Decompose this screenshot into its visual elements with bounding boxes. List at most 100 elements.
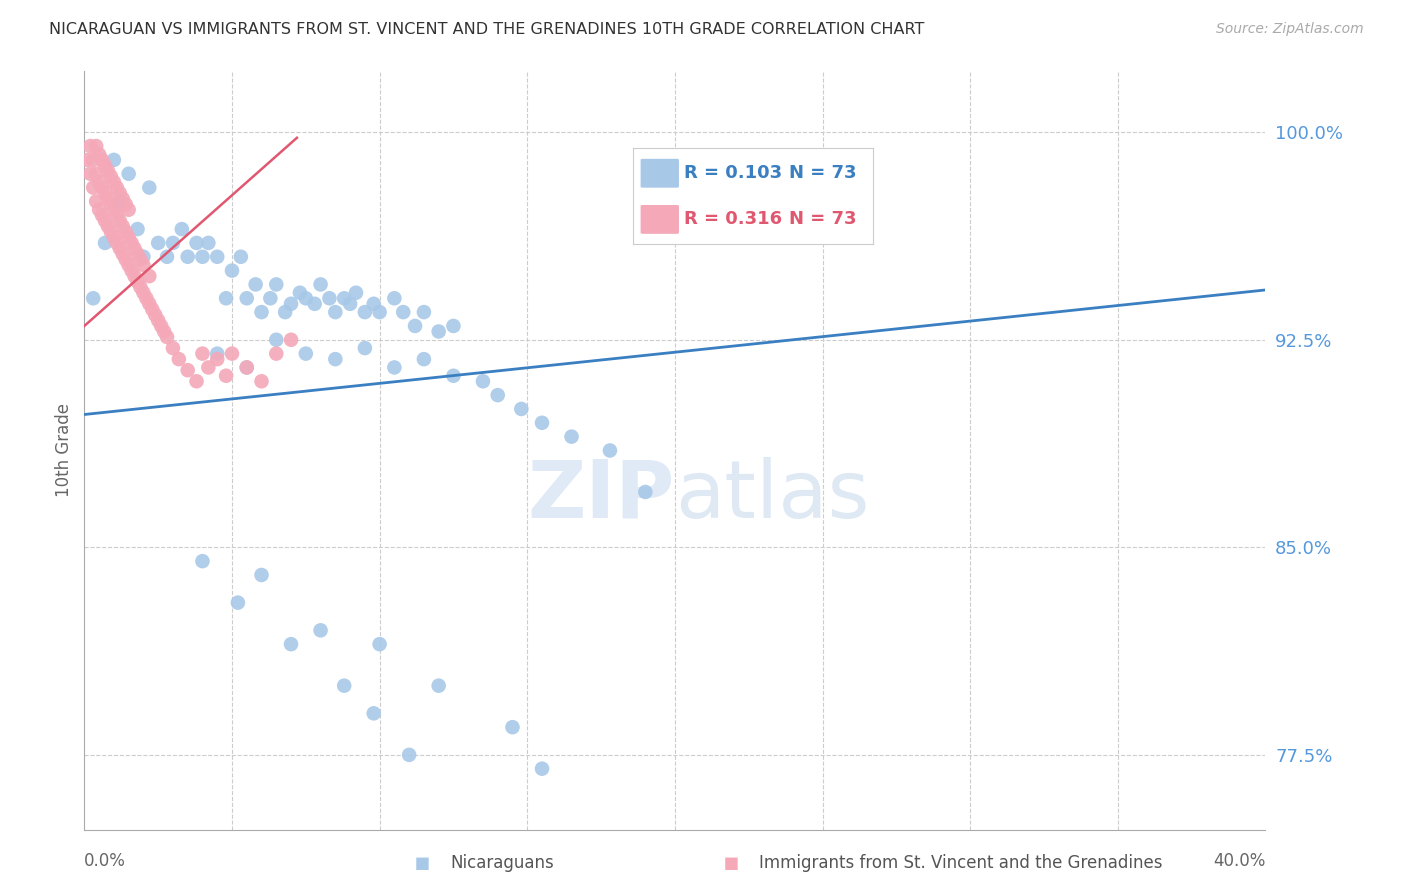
Point (207, 250, 229, 264)
Point (118, 258, 141, 272)
Point (114, 252, 136, 267)
Point (443, 318, 465, 333)
Point (599, 443, 621, 458)
Point (87, 202, 111, 217)
Point (229, 250, 252, 264)
Point (91, 153, 114, 167)
Point (82, 153, 104, 167)
Point (108, 242, 131, 256)
Point (197, 360, 219, 375)
Point (354, 341, 377, 355)
Point (111, 192, 134, 206)
Point (148, 313, 170, 327)
Point (111, 219, 134, 234)
Point (368, 637, 391, 651)
Point (236, 360, 259, 375)
Point (177, 363, 200, 377)
Point (87, 147, 111, 161)
Point (91, 208, 114, 222)
Point (170, 222, 193, 236)
Point (94, 158, 117, 172)
Point (191, 250, 214, 264)
Point (288, 285, 311, 300)
Point (114, 197, 136, 211)
Point (162, 341, 184, 355)
Point (103, 230, 125, 244)
Point (266, 277, 288, 292)
Point (333, 291, 356, 305)
Point (510, 401, 533, 416)
Point (274, 305, 297, 319)
Point (97, 164, 120, 178)
Point (280, 333, 302, 347)
Point (108, 186, 131, 200)
Point (100, 169, 122, 184)
Text: R = 0.103: R = 0.103 (683, 164, 782, 182)
FancyBboxPatch shape (641, 159, 679, 187)
Point (634, 485, 657, 500)
Point (398, 747, 420, 762)
Text: atlas: atlas (675, 457, 869, 535)
Point (118, 202, 141, 217)
Point (266, 333, 288, 347)
Point (472, 374, 495, 388)
Text: Source: ZipAtlas.com: Source: ZipAtlas.com (1216, 22, 1364, 37)
Point (531, 762, 554, 776)
Point (250, 305, 273, 319)
Y-axis label: 10th Grade: 10th Grade (55, 403, 73, 498)
Point (138, 297, 160, 311)
Point (129, 252, 152, 267)
Point (94, 235, 117, 250)
Point (207, 352, 229, 367)
Point (100, 197, 122, 211)
Point (103, 202, 125, 217)
Point (103, 153, 125, 167)
Point (97, 219, 120, 234)
Point (501, 720, 523, 734)
Point (156, 250, 179, 264)
Point (111, 247, 134, 261)
Point (207, 346, 229, 360)
Point (105, 208, 128, 222)
Point (443, 368, 465, 383)
Point (413, 352, 436, 367)
Point (87, 175, 111, 189)
Text: Immigrants from St. Vincent and the Grenadines: Immigrants from St. Vincent and the Gren… (759, 855, 1163, 872)
Point (259, 291, 281, 305)
Text: N = 73: N = 73 (789, 211, 856, 228)
Text: 0.0%: 0.0% (84, 852, 127, 870)
Point (221, 263, 243, 277)
Text: ▪: ▪ (723, 852, 740, 875)
Point (486, 388, 509, 402)
Point (280, 637, 302, 651)
Point (325, 352, 347, 367)
Point (215, 291, 238, 305)
Text: ▪: ▪ (413, 852, 430, 875)
Point (304, 297, 326, 311)
Point (82, 291, 104, 305)
Point (108, 194, 131, 209)
Point (84, 194, 107, 209)
Point (186, 374, 208, 388)
Point (561, 429, 583, 443)
Point (132, 250, 155, 264)
Point (97, 192, 120, 206)
Point (250, 374, 273, 388)
Point (132, 258, 155, 272)
Point (162, 235, 184, 250)
Text: Nicaraguans: Nicaraguans (450, 855, 554, 872)
Point (105, 235, 128, 250)
Point (368, 305, 391, 319)
Point (236, 291, 259, 305)
Point (79, 139, 101, 153)
Point (121, 235, 143, 250)
Text: N = 73: N = 73 (789, 164, 856, 182)
Point (138, 180, 160, 194)
Point (118, 230, 141, 244)
Point (105, 180, 128, 194)
Point (382, 291, 406, 305)
Point (148, 235, 170, 250)
Point (413, 305, 436, 319)
Point (141, 302, 163, 317)
Point (143, 308, 166, 322)
